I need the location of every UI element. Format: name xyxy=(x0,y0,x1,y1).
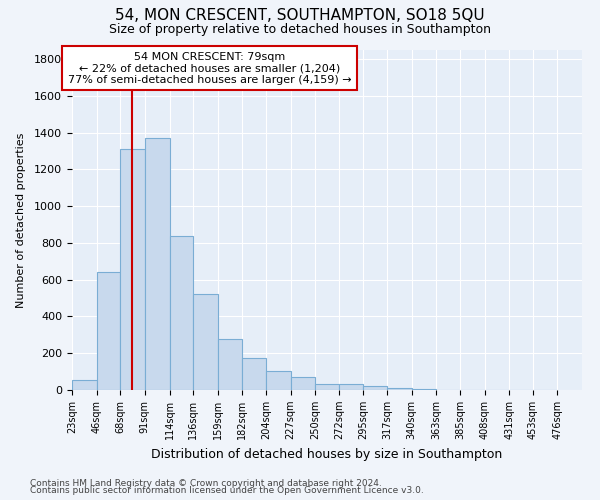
Text: 54 MON CRESCENT: 79sqm
← 22% of detached houses are smaller (1,204)
77% of semi-: 54 MON CRESCENT: 79sqm ← 22% of detached… xyxy=(68,52,352,85)
Bar xyxy=(170,236,193,390)
Bar xyxy=(145,138,170,390)
Bar xyxy=(315,384,339,390)
Text: Size of property relative to detached houses in Southampton: Size of property relative to detached ho… xyxy=(109,22,491,36)
Bar xyxy=(387,388,412,390)
Bar xyxy=(193,294,218,390)
Bar xyxy=(339,384,364,390)
Bar xyxy=(412,389,436,390)
Bar xyxy=(242,358,266,390)
X-axis label: Distribution of detached houses by size in Southampton: Distribution of detached houses by size … xyxy=(151,448,503,460)
Bar xyxy=(364,386,387,390)
Text: Contains HM Land Registry data © Crown copyright and database right 2024.: Contains HM Land Registry data © Crown c… xyxy=(30,478,382,488)
Bar xyxy=(97,272,120,390)
Y-axis label: Number of detached properties: Number of detached properties xyxy=(16,132,26,308)
Text: 54, MON CRESCENT, SOUTHAMPTON, SO18 5QU: 54, MON CRESCENT, SOUTHAMPTON, SO18 5QU xyxy=(115,8,485,22)
Bar xyxy=(120,149,145,390)
Bar xyxy=(218,338,242,390)
Bar xyxy=(266,370,290,390)
Bar xyxy=(290,377,315,390)
Text: Contains public sector information licensed under the Open Government Licence v3: Contains public sector information licen… xyxy=(30,486,424,495)
Bar xyxy=(72,380,97,390)
